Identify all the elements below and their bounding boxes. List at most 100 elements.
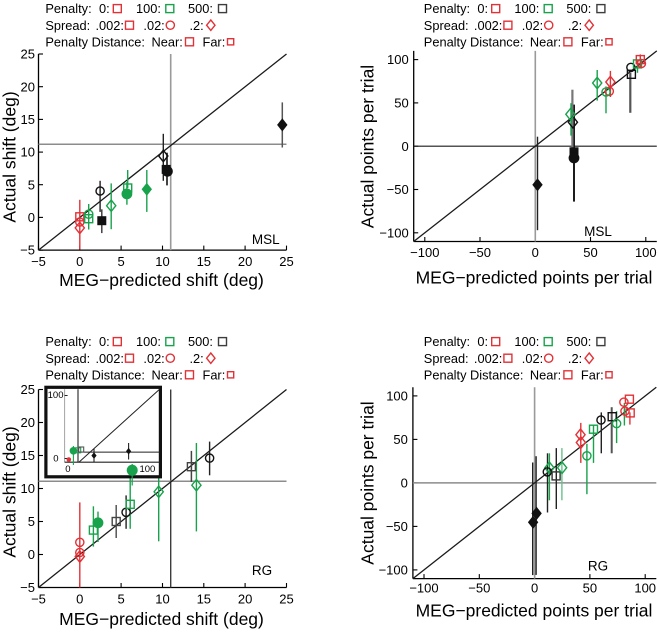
svg-text:−100: −100 xyxy=(409,581,438,596)
svg-text:10: 10 xyxy=(155,254,169,269)
svg-text:.2:: .2: xyxy=(568,18,582,33)
svg-text:Penalty:: Penalty: xyxy=(424,334,470,349)
svg-text:Penalty Distance:: Penalty Distance: xyxy=(424,367,524,382)
svg-text:0:: 0: xyxy=(477,334,488,349)
svg-text:0:: 0: xyxy=(99,1,110,16)
svg-text:Penalty:: Penalty: xyxy=(45,334,91,349)
svg-text:500:: 500: xyxy=(566,1,591,16)
svg-text:Far:: Far: xyxy=(581,367,604,382)
svg-text:−5: −5 xyxy=(20,243,35,258)
svg-text:10: 10 xyxy=(155,592,169,607)
svg-text:25: 25 xyxy=(279,254,293,269)
svg-text:100:: 100: xyxy=(514,334,539,349)
svg-text:5: 5 xyxy=(117,254,124,269)
svg-text:20: 20 xyxy=(21,79,35,94)
svg-text:5: 5 xyxy=(28,514,35,529)
svg-text:50: 50 xyxy=(583,245,597,260)
svg-text:5: 5 xyxy=(28,177,35,192)
svg-text:0: 0 xyxy=(53,454,58,465)
svg-text:Spread:: Spread: xyxy=(45,351,90,366)
svg-text:Actual shift (deg): Actual shift (deg) xyxy=(0,426,20,557)
svg-text:.002:: .002: xyxy=(474,18,502,33)
svg-text:25: 25 xyxy=(279,592,293,607)
svg-text:Spread:: Spread: xyxy=(424,351,469,366)
svg-text:100: 100 xyxy=(386,389,408,404)
svg-text:0:: 0: xyxy=(99,334,110,349)
svg-text:100: 100 xyxy=(387,52,409,67)
svg-text:.002:: .002: xyxy=(96,351,124,366)
svg-text:Actual shift (deg): Actual shift (deg) xyxy=(0,91,20,222)
svg-text:10: 10 xyxy=(21,481,35,496)
svg-text:20: 20 xyxy=(238,592,252,607)
svg-text:−5: −5 xyxy=(31,592,46,607)
svg-text:Far:: Far: xyxy=(203,367,226,382)
svg-text:20: 20 xyxy=(21,415,35,430)
svg-text:100: 100 xyxy=(48,390,64,401)
svg-text:.002:: .002: xyxy=(96,18,124,33)
svg-text:100: 100 xyxy=(635,245,657,260)
svg-text:0: 0 xyxy=(532,245,539,260)
svg-text:.02:: .02: xyxy=(522,351,543,366)
svg-text:.2:: .2: xyxy=(190,351,204,366)
svg-text:.02:: .02: xyxy=(143,351,164,366)
svg-text:RG: RG xyxy=(588,559,608,574)
svg-text:Near:: Near: xyxy=(530,367,561,382)
svg-text:0: 0 xyxy=(76,592,83,607)
svg-text:Actual points per trial: Actual points per trial xyxy=(358,65,378,228)
svg-text:15: 15 xyxy=(21,112,35,127)
svg-text:Penalty Distance:: Penalty Distance: xyxy=(45,34,145,49)
svg-text:−50: −50 xyxy=(386,519,408,534)
svg-text:Far:: Far: xyxy=(581,34,604,49)
svg-text:MEG−predicted shift (deg): MEG−predicted shift (deg) xyxy=(59,270,264,290)
svg-text:.2:: .2: xyxy=(190,18,204,33)
svg-text:−100: −100 xyxy=(379,225,408,240)
svg-text:15: 15 xyxy=(197,254,211,269)
svg-text:MEG−predicted points per trial: MEG−predicted points per trial xyxy=(416,268,653,288)
svg-text:50: 50 xyxy=(393,432,407,447)
svg-text:20: 20 xyxy=(238,254,252,269)
svg-text:25: 25 xyxy=(21,47,35,62)
svg-text:0: 0 xyxy=(65,464,70,475)
svg-text:0: 0 xyxy=(531,581,538,596)
svg-text:0: 0 xyxy=(76,254,83,269)
svg-text:100:: 100: xyxy=(136,334,161,349)
svg-text:.02:: .02: xyxy=(143,18,164,33)
svg-text:Penalty Distance:: Penalty Distance: xyxy=(45,367,145,382)
svg-text:50: 50 xyxy=(394,96,408,111)
svg-text:Near:: Near: xyxy=(152,34,183,49)
svg-text:.002:: .002: xyxy=(474,351,502,366)
svg-text:Penalty:: Penalty: xyxy=(45,1,91,16)
svg-text:−100: −100 xyxy=(410,245,439,260)
svg-text:Penalty:: Penalty: xyxy=(424,1,470,16)
svg-text:500:: 500: xyxy=(188,1,213,16)
svg-text:100:: 100: xyxy=(136,1,161,16)
svg-text:0:: 0: xyxy=(477,1,488,16)
svg-text:500:: 500: xyxy=(188,334,213,349)
svg-text:MSL: MSL xyxy=(584,224,612,239)
svg-text:100: 100 xyxy=(139,464,155,475)
svg-text:−100: −100 xyxy=(379,563,408,578)
svg-text:Near:: Near: xyxy=(530,34,561,49)
svg-text:−50: −50 xyxy=(469,245,491,260)
svg-text:0: 0 xyxy=(401,476,408,491)
svg-text:RG: RG xyxy=(252,563,272,578)
svg-text:Actual points per trial: Actual points per trial xyxy=(358,401,378,564)
svg-text:10: 10 xyxy=(21,145,35,160)
svg-text:−5: −5 xyxy=(20,580,35,595)
svg-text:MEG−predicted points per trial: MEG−predicted points per trial xyxy=(416,601,653,621)
svg-text:−5: −5 xyxy=(31,254,46,269)
svg-text:0: 0 xyxy=(28,547,35,562)
svg-text:.02:: .02: xyxy=(522,18,543,33)
svg-text:500:: 500: xyxy=(566,334,591,349)
svg-text:5: 5 xyxy=(117,592,124,607)
svg-text:MEG−predicted shift (deg): MEG−predicted shift (deg) xyxy=(59,609,264,629)
svg-text:15: 15 xyxy=(21,448,35,463)
svg-text:Penalty Distance:: Penalty Distance: xyxy=(424,34,524,49)
svg-text:Near:: Near: xyxy=(152,367,183,382)
svg-text:25: 25 xyxy=(21,382,35,397)
svg-text:Spread:: Spread: xyxy=(45,18,90,33)
svg-text:−50: −50 xyxy=(387,182,409,197)
svg-text:100:: 100: xyxy=(514,1,539,16)
svg-text:.2:: .2: xyxy=(568,351,582,366)
svg-text:0: 0 xyxy=(28,210,35,225)
